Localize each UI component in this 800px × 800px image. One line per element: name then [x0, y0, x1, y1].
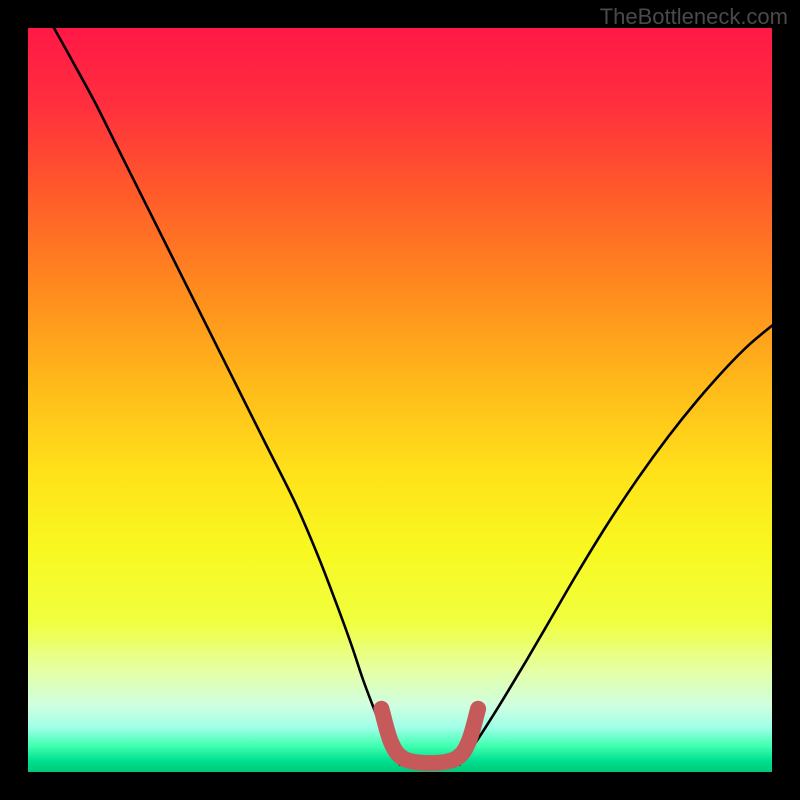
- chart-container: TheBottleneck.com: [0, 0, 800, 800]
- plot-background: [28, 28, 772, 772]
- bottleneck-curve-chart: [0, 0, 800, 800]
- watermark-text: TheBottleneck.com: [600, 4, 788, 30]
